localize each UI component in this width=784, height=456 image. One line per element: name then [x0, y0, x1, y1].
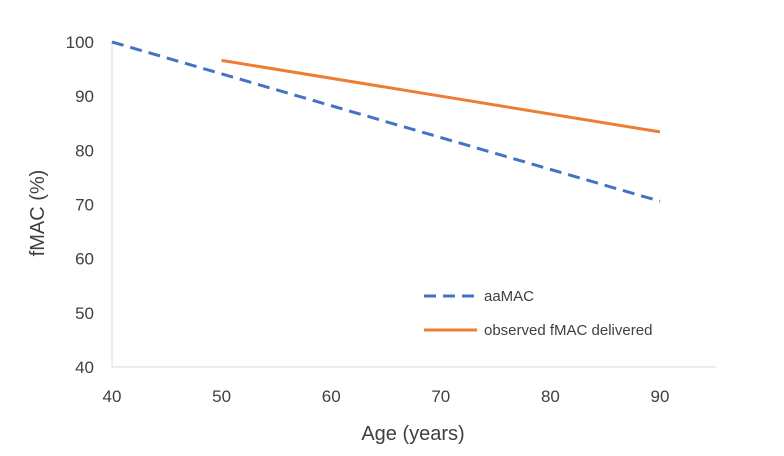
x-axis-title: Age (years)	[361, 423, 464, 445]
series-line-aamac	[111, 40, 661, 203]
x-tick-label: 50	[212, 387, 231, 406]
y-tick-label: 50	[75, 304, 94, 323]
x-tick-labels: 40 50 60 70 80 90	[103, 387, 670, 406]
y-tick-label: 90	[75, 87, 94, 106]
y-tick-label: 40	[75, 358, 94, 377]
y-tick-label: 70	[75, 196, 94, 215]
legend-label-aamac: aaMAC	[484, 288, 534, 305]
x-tick-label: 80	[541, 387, 560, 406]
axes	[111, 42, 716, 368]
legend-label-observed-fmac: observed fMAC delivered	[484, 322, 652, 339]
x-tick-label: 90	[651, 387, 670, 406]
series-line-observed-fmac	[221, 58, 661, 134]
y-axis-title: fMAC (%)	[27, 170, 49, 257]
x-tick-label: 70	[431, 387, 450, 406]
legend: aaMAC observed fMAC delivered	[424, 288, 652, 339]
series-lines	[111, 40, 661, 203]
y-tick-label: 60	[75, 250, 94, 269]
x-tick-label: 60	[322, 387, 341, 406]
y-tick-label: 80	[75, 141, 94, 160]
x-tick-label: 40	[103, 387, 122, 406]
y-tick-labels: 40 50 60 70 80 90 100	[66, 33, 94, 377]
y-tick-label: 100	[66, 33, 94, 52]
